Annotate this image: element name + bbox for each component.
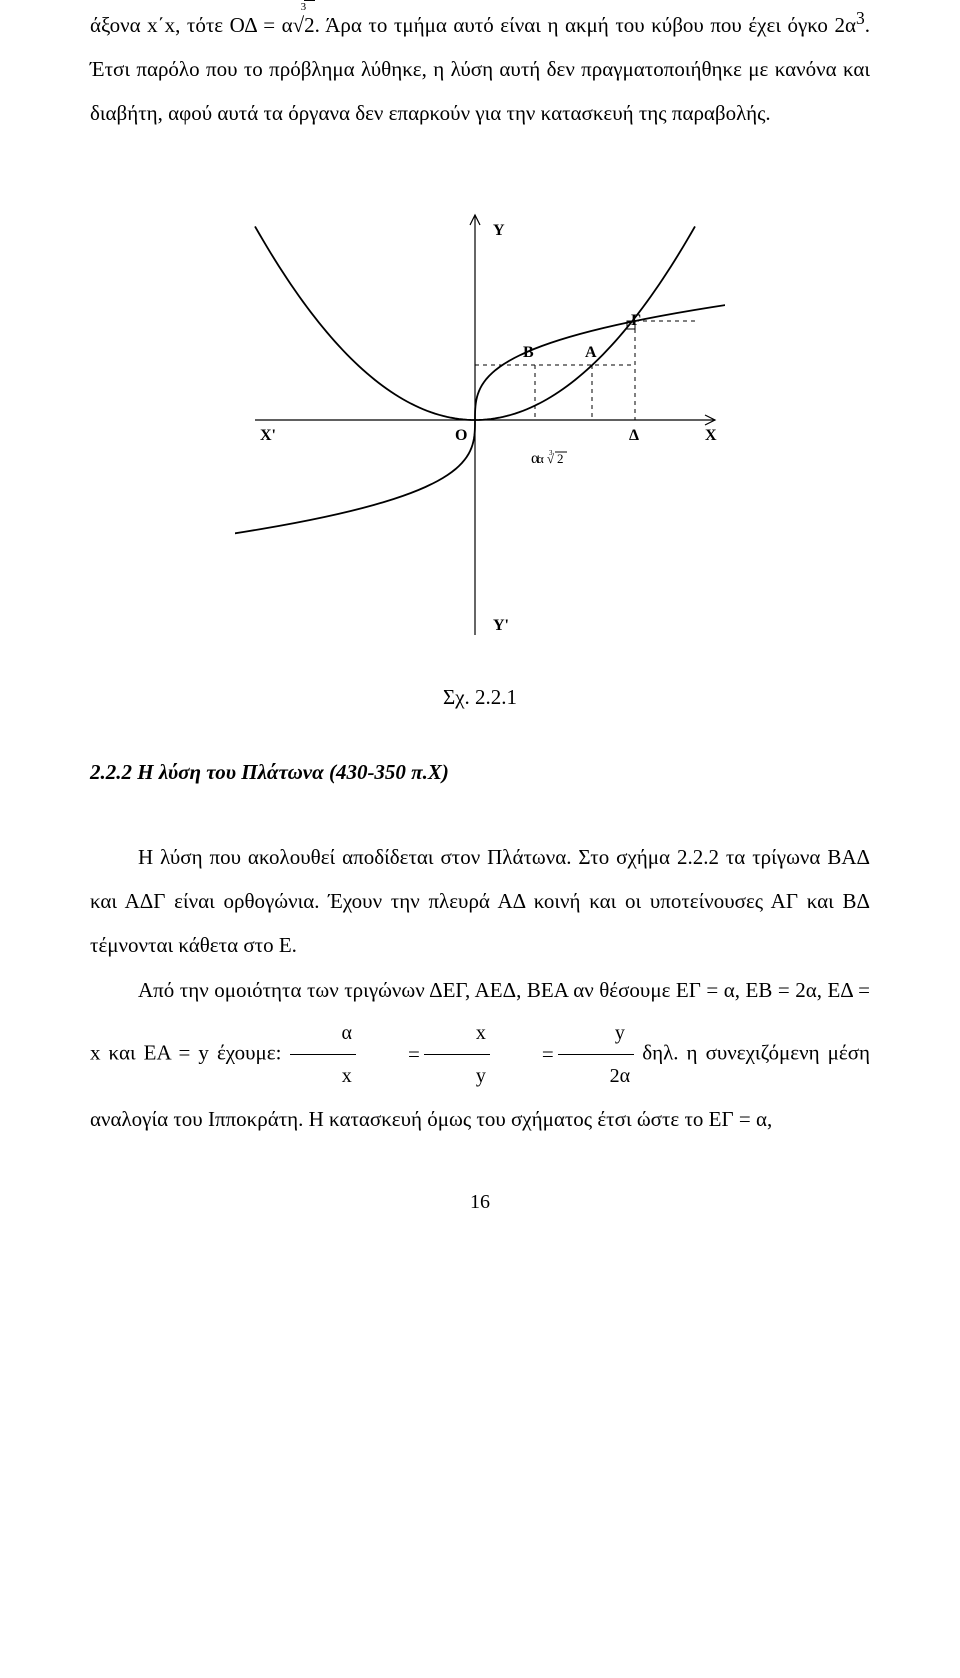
- p1-text-a: άξονα x΄x, τότε: [90, 13, 230, 37]
- svg-text:A: A: [585, 344, 597, 361]
- fraction-3: y2α: [558, 1012, 634, 1097]
- proportion-equation: αx = xy = y2α: [290, 1012, 635, 1097]
- svg-text:X': X': [260, 427, 276, 444]
- svg-text:α: α: [537, 451, 544, 466]
- figure-svg: YY'XX'OBAΓΔαα3√2: [235, 195, 725, 645]
- svg-text:Γ: Γ: [631, 312, 641, 329]
- svg-text:Δ: Δ: [629, 427, 639, 444]
- p1-sup: 3: [856, 8, 865, 28]
- p1-2a: 2α: [834, 13, 856, 37]
- p1-formula: ΟΔ = α3√2: [230, 13, 315, 37]
- paragraph-1: άξονα x΄x, τότε ΟΔ = α3√2. Άρα το τμήμα …: [90, 0, 870, 135]
- section-heading-2-2-2: 2.2.2 Η λύση του Πλάτωνα (430-350 π.Χ): [90, 760, 870, 785]
- page-number: 16: [90, 1191, 870, 1214]
- svg-text:O: O: [455, 427, 467, 444]
- paragraph-3: Από την ομοιότητα των τριγώνων ΔΕΓ, ΑΕΔ,…: [90, 968, 870, 1141]
- fraction-2: xy: [424, 1012, 490, 1097]
- equals-1: =: [360, 1032, 420, 1076]
- p1-text-b: . Άρα το τμήμα αυτό είναι η ακμή του κύβ…: [315, 13, 835, 37]
- svg-text:2: 2: [557, 451, 564, 466]
- svg-text:X: X: [705, 427, 717, 444]
- fraction-1: αx: [290, 1012, 356, 1097]
- figure-2-2-1: YY'XX'OBAΓΔαα3√2: [90, 195, 870, 645]
- svg-text:Y': Y': [493, 617, 509, 634]
- svg-text:√: √: [547, 451, 555, 466]
- cube-root: 3√2: [293, 0, 315, 47]
- paragraph-2: Η λύση που ακολουθεί αποδίδεται στον Πλά…: [90, 835, 870, 967]
- svg-text:B: B: [523, 344, 534, 361]
- figure-caption: Σχ. 2.2.1: [90, 685, 870, 710]
- equals-2: =: [494, 1032, 554, 1076]
- svg-text:Y: Y: [493, 222, 505, 239]
